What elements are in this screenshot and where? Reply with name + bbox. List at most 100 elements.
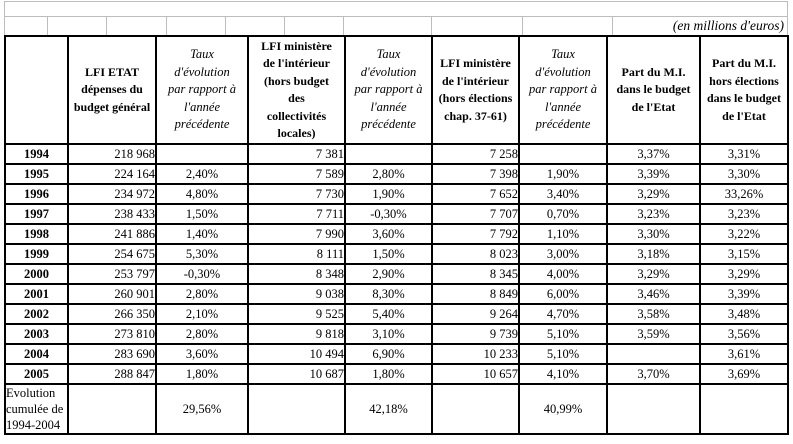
- data-cell: 3,15%: [699, 243, 789, 265]
- data-cell: 6,90%: [344, 343, 433, 365]
- data-cell: 7 711: [247, 203, 346, 225]
- data-cell: 1,50%: [155, 203, 249, 225]
- data-cell: 2,10%: [155, 303, 249, 325]
- data-cell: [518, 143, 608, 165]
- column-header: Taux d'évolution par rapport à l'année p…: [518, 35, 608, 145]
- data-cell: 3,29%: [606, 263, 701, 285]
- cumulative-label: Evolution cumulée de 1994-2004: [4, 383, 69, 435]
- data-cell: 1,10%: [518, 223, 608, 245]
- data-cell: 1,90%: [344, 183, 433, 205]
- data-cell: 3,00%: [518, 243, 608, 265]
- data-cell: 9 038: [247, 283, 346, 305]
- data-cell: 3,69%: [699, 363, 789, 385]
- data-cell: 4,80%: [155, 183, 249, 205]
- data-cell: 10 657: [431, 363, 520, 385]
- data-cell: 0,70%: [518, 203, 608, 225]
- spreadsheet-empty-row: [4, 1, 788, 17]
- data-cell: 5,10%: [518, 343, 608, 365]
- data-cell: 5,10%: [518, 323, 608, 345]
- column-header: Part du M.I. hors élections dans le budg…: [699, 35, 789, 145]
- year-cell: 2002: [4, 303, 69, 325]
- data-cell: 3,56%: [699, 323, 789, 345]
- data-cell: 7 792: [431, 223, 520, 245]
- data-cell: 6,00%: [518, 283, 608, 305]
- data-cell: 218 968: [67, 143, 157, 165]
- table-row: 2001 260 901 2,80% 9 038 8,30% 8 849 6,00% 3,46…: [4, 283, 789, 305]
- data-cell: 9 525: [247, 303, 346, 325]
- year-cell: 1997: [4, 203, 69, 225]
- data-cell: 2,80%: [155, 323, 249, 345]
- data-cell: 273 810: [67, 323, 157, 345]
- units-row: (en millions d'euros): [4, 16, 788, 36]
- data-cell: 3,18%: [606, 243, 701, 265]
- empty-grid-cell: [226, 17, 285, 35]
- data-cell: 3,61%: [699, 343, 789, 365]
- data-cell: 4,10%: [518, 363, 608, 385]
- data-cell: [155, 143, 249, 165]
- year-cell: 2003: [4, 323, 69, 345]
- data-cell: 10 687: [247, 363, 346, 385]
- data-cell: 2,40%: [155, 163, 249, 185]
- data-cell: 7 652: [431, 183, 520, 205]
- data-cell: [344, 143, 433, 165]
- data-cell: [431, 383, 520, 435]
- column-header: LFI ETAT dépenses du budget général: [67, 35, 157, 145]
- column-header: Part du M.I. dans le budget de l'Etat: [606, 35, 701, 145]
- data-cell: 3,23%: [606, 203, 701, 225]
- data-cell: 7 398: [431, 163, 520, 185]
- data-cell: 3,39%: [606, 163, 701, 185]
- data-cell: 8 345: [431, 263, 520, 285]
- data-cell: 3,10%: [344, 323, 433, 345]
- table-row: 2005 288 847 1,80% 10 687 1,80% 10 657 4,10% 3,…: [4, 363, 789, 385]
- data-cell: 3,58%: [606, 303, 701, 325]
- table-row: 1997 238 433 1,50% 7 711 -0,30% 7 707 0,70% 3,2…: [4, 203, 789, 225]
- data-cell: 7 990: [247, 223, 346, 245]
- empty-grid-cell: [432, 17, 523, 35]
- data-cell: 1,90%: [518, 163, 608, 185]
- year-cell: 2000: [4, 263, 69, 285]
- data-cell: 238 433: [67, 203, 157, 225]
- data-cell: 5,30%: [155, 243, 249, 265]
- data-cell: 42,18%: [344, 383, 433, 435]
- data-cell: 7 589: [247, 163, 346, 185]
- data-cell: 254 675: [67, 243, 157, 265]
- data-cell: 253 797: [67, 263, 157, 285]
- data-cell: 266 350: [67, 303, 157, 325]
- empty-grid-cell: [523, 17, 613, 35]
- year-cell: 2004: [4, 343, 69, 365]
- units-note: (en millions d'euros): [672, 18, 784, 33]
- column-header: LFI ministère de l'intérieur (hors élect…: [431, 35, 520, 145]
- empty-grid-cell: [107, 17, 167, 35]
- table-row: 1995 224 164 2,40% 7 589 2,80% 7 398 1,90% 3,39…: [4, 163, 789, 185]
- data-cell: [699, 383, 789, 435]
- empty-grid-cell: [167, 17, 226, 35]
- data-cell: 2,90%: [344, 263, 433, 285]
- table-row: 2003 273 810 2,80% 9 818 3,10% 9 739 5,10% 3,59…: [4, 323, 789, 345]
- data-cell: 10 233: [431, 343, 520, 365]
- data-cell: 5,40%: [344, 303, 433, 325]
- data-cell: -0,30%: [344, 203, 433, 225]
- table-row: 1994 218 968 7 381 7 258 3,37% 3,31%: [4, 143, 789, 165]
- data-cell: 3,59%: [606, 323, 701, 345]
- column-header: Taux d'évolution par rapport à l'année p…: [155, 35, 249, 145]
- data-cell: [67, 383, 157, 435]
- data-cell: -0,30%: [155, 263, 249, 285]
- data-cell: 8,30%: [344, 283, 433, 305]
- table-row: 2002 266 350 2,10% 9 525 5,40% 9 264 4,70% 3,58…: [4, 303, 789, 325]
- data-cell: 3,29%: [606, 183, 701, 205]
- year-cell: 1994: [4, 143, 69, 165]
- data-cell: 8 348: [247, 263, 346, 285]
- data-cell: 7 730: [247, 183, 346, 205]
- year-cell: 1999: [4, 243, 69, 265]
- empty-grid-cell: [285, 17, 344, 35]
- data-cell: 29,56%: [155, 383, 249, 435]
- data-cell: 7 381: [247, 143, 346, 165]
- table-row: 1996 234 972 4,80% 7 730 1,90% 7 652 3,40% 3,29…: [4, 183, 789, 205]
- data-cell: 3,60%: [155, 343, 249, 365]
- table-row: 1999 254 675 5,30% 8 111 1,50% 8 023 3,00% 3,18…: [4, 243, 789, 265]
- data-cell: 33,26%: [699, 183, 789, 205]
- table-row: 1998 241 886 1,40% 7 990 3,60% 7 792 1,10% 3,30…: [4, 223, 789, 245]
- column-header: Taux d'évolution par rapport à l'année p…: [344, 35, 433, 145]
- data-cell: 3,31%: [699, 143, 789, 165]
